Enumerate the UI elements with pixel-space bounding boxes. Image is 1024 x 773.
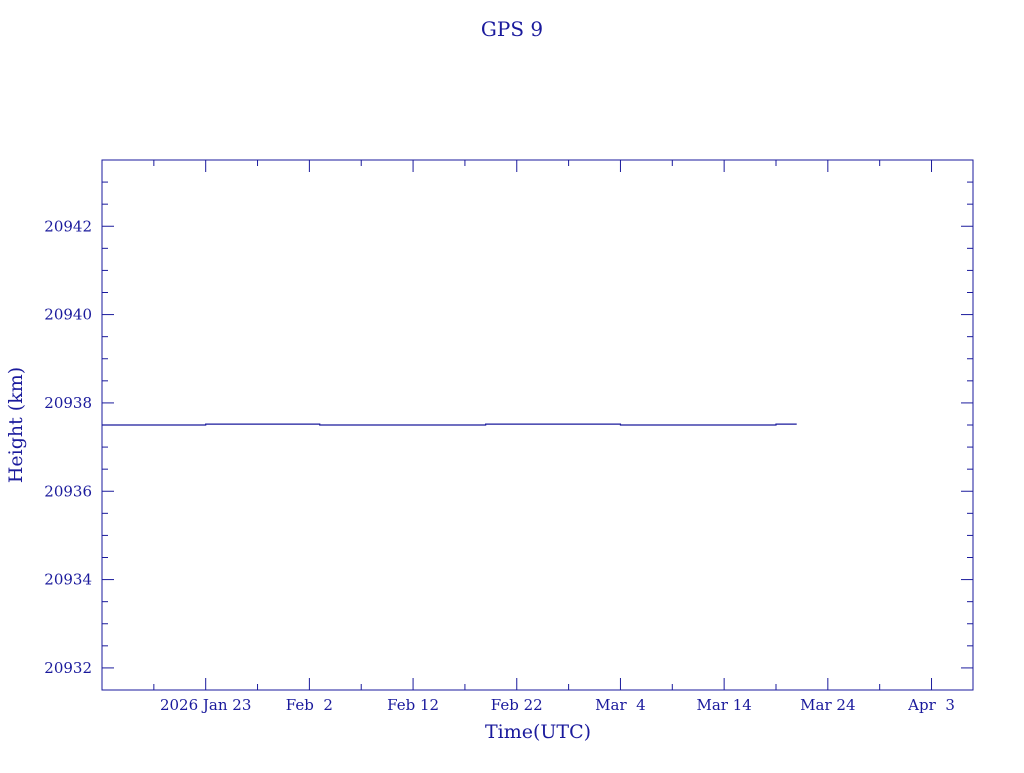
- x-tick-label: Mar 14: [696, 696, 751, 714]
- x-tick-label: Feb 22: [491, 696, 543, 714]
- x-tick-label: Feb 2: [286, 696, 333, 714]
- y-axis-label: Height (km): [5, 367, 27, 483]
- y-tick-label: 20940: [44, 306, 92, 324]
- series-layer: [102, 423, 797, 426]
- y-tick-label: 20936: [44, 482, 92, 500]
- x-tick-label: Feb 12: [387, 696, 439, 714]
- y-tick-label: 20934: [44, 571, 92, 589]
- y-tick-label: 20938: [44, 394, 92, 412]
- chart-title: GPS 9: [481, 17, 543, 41]
- y-axis-ticks: 20932 20934 20936 20938 20940 20942: [44, 159, 973, 691]
- x-axis-ticks: 2026 Jan 23 Feb 2 Feb 12 Feb 22 Mar 4 Mar 14 M…: [101, 160, 955, 714]
- x-axis-label: Time(UTC): [485, 721, 591, 743]
- y-tick-label: 20942: [44, 217, 92, 235]
- x-tick-label: Mar 24: [800, 696, 855, 714]
- plot-frame: [101, 159, 974, 691]
- y-tick-label: 20932: [44, 659, 92, 677]
- series-line: [102, 423, 797, 426]
- x-tick-label: 2026 Jan 23: [160, 696, 251, 714]
- x-tick-label: Apr 3: [907, 696, 955, 714]
- x-tick-label: Mar 4: [595, 696, 646, 714]
